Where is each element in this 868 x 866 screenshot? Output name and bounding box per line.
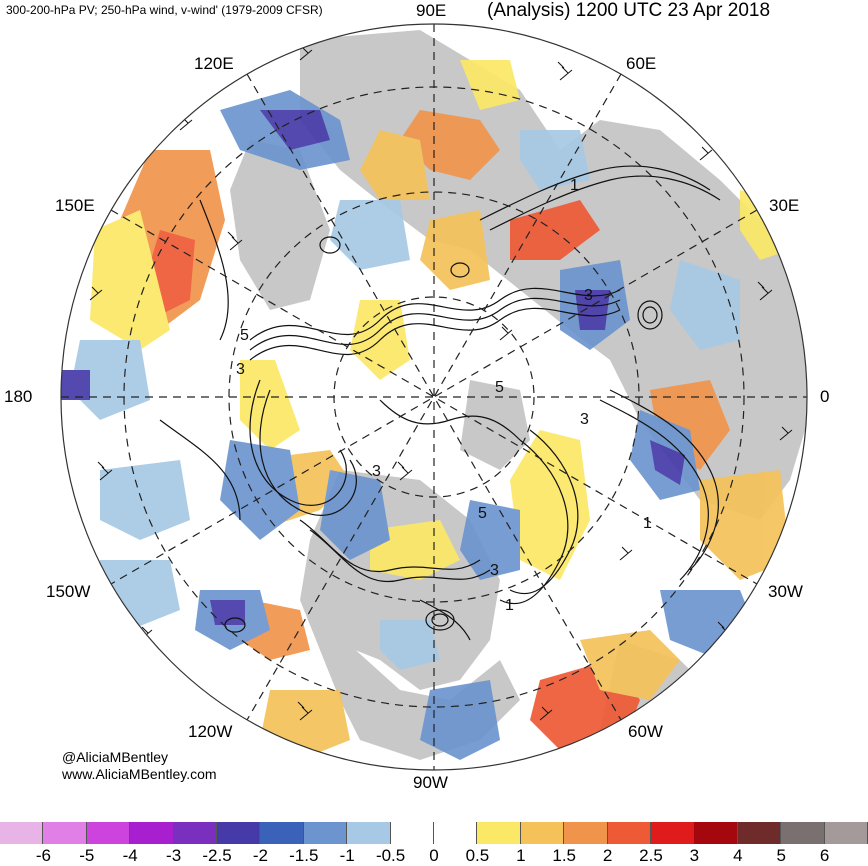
colorbar-label: -1.5 bbox=[289, 846, 319, 865]
colorbar-cell bbox=[173, 822, 217, 844]
contour-label: 5 bbox=[495, 379, 504, 396]
polar-map: 5 3 3 1 3 5 3 1 1 5 3 bbox=[60, 23, 808, 771]
colorbar-cell bbox=[303, 822, 348, 844]
contour-label: 3 bbox=[236, 361, 245, 378]
contour-label: 3 bbox=[584, 287, 593, 304]
lat-lon-grid bbox=[61, 24, 807, 770]
colorbar-label: 2.5 bbox=[639, 846, 663, 865]
lon-label-120e: 120E bbox=[194, 54, 234, 73]
colorbar-label: 1 bbox=[516, 846, 526, 865]
colorbar-cell bbox=[607, 822, 651, 844]
colorbar-cell bbox=[260, 822, 304, 844]
pv-colorbar bbox=[0, 822, 868, 844]
colorbar-cell bbox=[477, 822, 521, 844]
contour-label: 3 bbox=[490, 562, 499, 579]
contour-label: 1 bbox=[505, 597, 514, 614]
colorbar-label: -4 bbox=[122, 846, 138, 865]
colorbar-label: -2.5 bbox=[202, 846, 232, 865]
contour-label: 5 bbox=[478, 505, 487, 522]
colorbar-label: 3 bbox=[689, 846, 700, 865]
colorbar-cell bbox=[130, 822, 174, 844]
colorbar-cell bbox=[694, 822, 738, 844]
colorbar-label: -3 bbox=[166, 846, 182, 865]
credit-website: www.AliciaMBentley.com bbox=[62, 766, 217, 782]
lon-label-150e: 150E bbox=[55, 196, 95, 215]
colorbar-cell bbox=[217, 822, 261, 844]
colorbar-label: 1.5 bbox=[552, 846, 577, 865]
lon-label-120w: 120W bbox=[188, 722, 233, 741]
colorbar-label: -0.5 bbox=[375, 846, 406, 865]
colorbar-cell bbox=[43, 822, 87, 844]
colorbar-label: -1 bbox=[339, 846, 355, 865]
colorbar-label: 0 bbox=[429, 846, 439, 865]
colorbar-label: 0.5 bbox=[465, 846, 490, 865]
colorbar-cell bbox=[86, 822, 131, 844]
colorbar-label: -5 bbox=[79, 846, 95, 865]
colorbar-cell bbox=[347, 822, 391, 844]
lon-label-60e: 60E bbox=[626, 54, 657, 73]
lon-label-30w: 30W bbox=[768, 582, 803, 601]
contour-label: 5 bbox=[240, 327, 249, 344]
lon-label-90e: 90E bbox=[416, 1, 447, 20]
pv-shading bbox=[61, 60, 790, 760]
lon-label-0: 0 bbox=[820, 387, 830, 406]
colorbar-label: 2 bbox=[602, 846, 613, 865]
colorbar-cell bbox=[737, 822, 782, 844]
contour-label: 3 bbox=[372, 463, 381, 480]
colorbar-cell bbox=[0, 822, 44, 844]
lon-label-90w: 90W bbox=[413, 773, 448, 792]
colorbar-cell bbox=[824, 822, 868, 844]
colorbar-cell bbox=[651, 822, 695, 844]
colorbar-label: 6 bbox=[819, 846, 830, 865]
contour-label: 3 bbox=[580, 411, 589, 428]
colorbar-label: 4 bbox=[733, 846, 743, 865]
product-description: 300-200-hPa PV; 250-hPa wind, v-wind' (1… bbox=[6, 3, 323, 17]
contour-label: 1 bbox=[570, 177, 579, 194]
colorbar-label: 5 bbox=[776, 846, 786, 865]
valid-time-title: (Analysis) 1200 UTC 23 Apr 2018 bbox=[487, 0, 771, 21]
lon-label-150w: 150W bbox=[46, 582, 91, 601]
credit-handle: @AliciaMBentley bbox=[62, 749, 169, 765]
lon-label-60w: 60W bbox=[628, 722, 663, 741]
contour-labels: 5 3 3 1 3 5 3 1 1 5 3 bbox=[236, 177, 652, 614]
colorbar-cell bbox=[390, 822, 434, 844]
colorbar-cell bbox=[781, 822, 825, 844]
colorbar-cell bbox=[564, 822, 608, 844]
colorbar-label: -2 bbox=[252, 846, 268, 865]
colorbar-label: -6 bbox=[35, 846, 51, 865]
lon-label-30e: 30E bbox=[769, 196, 800, 215]
lon-label-180: 180 bbox=[4, 387, 33, 406]
colorbar-cell bbox=[520, 822, 565, 844]
contour-label: 1 bbox=[643, 515, 652, 532]
colorbar-cell bbox=[434, 822, 478, 844]
